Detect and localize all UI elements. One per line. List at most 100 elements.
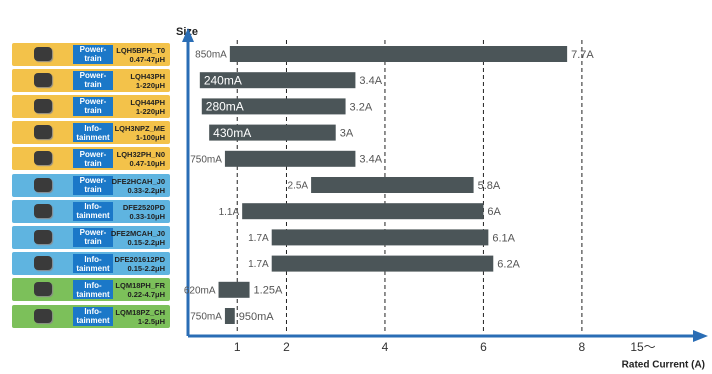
- product-inductance: 1-100μH: [135, 133, 165, 143]
- bar: [242, 203, 484, 220]
- product-inductance: 0.33-10μH: [129, 211, 165, 221]
- application-badge: Power-train: [73, 70, 113, 90]
- end-label: 3A: [340, 128, 354, 140]
- end-label: 5.8A: [478, 180, 501, 192]
- start-label: 850mA: [195, 50, 227, 61]
- product-icon: [34, 282, 52, 297]
- application: Info-tainment: [76, 307, 110, 325]
- application: Power-train: [79, 71, 107, 90]
- product-name: LQM18PH_FR: [115, 281, 165, 291]
- product-name: DFE2MCAH_J0: [110, 228, 165, 238]
- x-tick-label: 6: [480, 340, 487, 354]
- start-label: 750mA: [190, 154, 222, 165]
- start-label: 430mA: [213, 126, 251, 140]
- product-icon: [34, 46, 52, 61]
- application-badge: Power-train: [73, 149, 113, 169]
- start-label: 620mA: [184, 285, 216, 296]
- product-inductance: 1-2.5μH: [137, 316, 165, 326]
- end-label: 3.4A: [359, 75, 382, 87]
- product-text: LQM18PH_FR 0.22-4.7μH: [115, 281, 165, 299]
- product-name: LQH5BPH_T0: [116, 45, 165, 55]
- application-badge: Info-tainment: [73, 280, 113, 300]
- bar: [271, 229, 489, 246]
- product-icon: [34, 229, 52, 244]
- product-icon: [34, 151, 52, 166]
- application-badge: Power-train: [73, 44, 113, 64]
- end-label: 7.7A: [571, 49, 594, 61]
- application-badge: Info-tainment: [73, 201, 113, 221]
- start-label: 1.1A: [219, 207, 240, 218]
- application-badge: Power-train: [73, 227, 113, 247]
- y-axis-arrow: [182, 28, 194, 42]
- bar: [224, 150, 356, 167]
- application: Power-train: [79, 97, 107, 116]
- product-text: LQH3NPZ_ME 1-100μH: [115, 124, 165, 142]
- start-label: 2.5A: [288, 181, 309, 192]
- end-label: 3.4A: [359, 154, 382, 166]
- product-icon: [34, 72, 52, 87]
- bar: [224, 308, 235, 324]
- application: Info-tainment: [76, 254, 110, 273]
- application-badge: Power-train: [73, 175, 113, 195]
- product-card: Power-train LQH32PH_N0 0.47-10μH: [12, 147, 170, 171]
- product-card: Info-tainment LQH3NPZ_ME 1-100μH: [12, 121, 170, 145]
- product-text: LQH5BPH_T0 0.47-47μH: [116, 46, 165, 64]
- end-label: 3.2A: [350, 101, 373, 113]
- end-label: 6.1A: [492, 232, 515, 244]
- product-card: Info-tainment DFE2520PD 0.33-10μH: [12, 199, 170, 223]
- x-tick-label: 8: [579, 340, 586, 354]
- application: Power-train: [79, 176, 107, 194]
- bar: [201, 98, 346, 115]
- product-icon: [34, 256, 52, 271]
- end-label: 950mA: [239, 311, 275, 323]
- application-badge: Power-train: [73, 96, 113, 116]
- product-inductance: 0.22-4.7μH: [127, 290, 165, 300]
- product-inductance: 0.15-2.2μH: [127, 237, 165, 247]
- application: Info-tainment: [76, 202, 110, 221]
- start-label: 280mA: [206, 100, 244, 114]
- product-text: DFE2MCAH_J0 0.15-2.2μH: [111, 229, 165, 247]
- product-name: LQH44PH: [130, 97, 165, 107]
- product-card: Power-train LQH44PH 1-220μH: [12, 94, 170, 118]
- bar: [271, 255, 494, 272]
- product-icon: [34, 98, 52, 113]
- application-badge: Info-tainment: [73, 254, 113, 274]
- application: Info-tainment: [76, 123, 110, 142]
- application: Power-train: [79, 149, 107, 168]
- product-text: DFE2520PD 0.33-10μH: [123, 203, 165, 221]
- x-axis-arrow: [693, 330, 708, 342]
- application: Power-train: [79, 228, 107, 247]
- product-inductance: 1-220μH: [135, 80, 165, 90]
- bar: [229, 46, 568, 62]
- product-card: Info-tainment DFE201612PD 0.15-2.2μH: [12, 252, 170, 276]
- end-label: 1.25A: [254, 285, 283, 297]
- product-icon: [34, 308, 52, 323]
- product-name: LQH3NPZ_ME: [114, 124, 165, 134]
- product-name: DFE201612PD: [114, 255, 165, 265]
- product-text: DFE201612PD 0.15-2.2μH: [115, 255, 165, 273]
- product-text: LQH32PH_N0 0.47-10μH: [117, 150, 165, 168]
- product-name: LQH43PH: [130, 71, 165, 81]
- product-icon: [34, 177, 52, 192]
- product-card: Info-tainment LQM18PH_FR 0.22-4.7μH: [12, 278, 170, 302]
- product-name: DFE2HCAH_J0: [111, 176, 165, 186]
- product-text: LQH44PH 1-220μH: [130, 98, 165, 116]
- application-badge: Info-tainment: [73, 306, 113, 326]
- bar: [209, 124, 336, 141]
- start-label: 1.7A: [248, 259, 269, 270]
- product-name: LQM18PZ_CH: [115, 307, 165, 317]
- end-label: 6A: [487, 206, 501, 218]
- product-icon: [34, 203, 52, 218]
- bar: [218, 281, 250, 298]
- product-card: Power-train DFE2HCAH_J0 0.33-2.2μH: [12, 173, 170, 197]
- start-label: 240mA: [204, 73, 242, 87]
- product-icon: [34, 125, 52, 140]
- product-inductance: 0.33-2.2μH: [127, 185, 165, 195]
- bar: [199, 72, 356, 89]
- x-tick-label: 1: [234, 340, 241, 354]
- product-inductance: 0.47-47μH: [129, 54, 165, 64]
- application-badge: Info-tainment: [73, 123, 113, 143]
- product-text: LQH43PH 1-220μH: [130, 72, 165, 90]
